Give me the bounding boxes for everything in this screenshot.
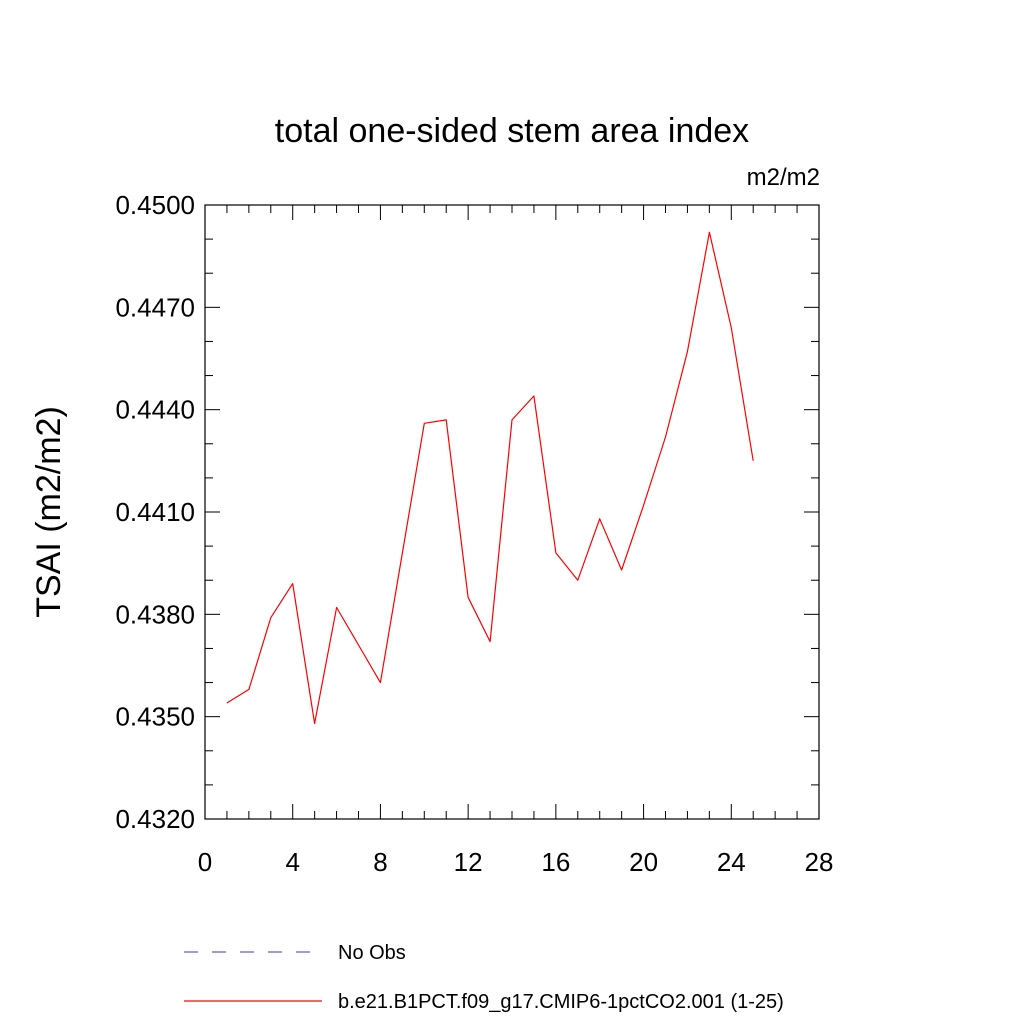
chart-title: total one-sided stem area index <box>275 112 749 150</box>
y-tick-label: 0.4350 <box>115 702 195 732</box>
x-tick-label: 4 <box>285 847 299 877</box>
series-layer <box>226 231 754 725</box>
y-tick-label: 0.4320 <box>115 804 195 834</box>
x-tick-label: 28 <box>805 847 834 877</box>
x-tick-label: 0 <box>198 847 212 877</box>
series-line-1 <box>226 231 754 725</box>
y-axis-label: TSAI (m2/m2) <box>30 406 68 618</box>
x-tick-label: 8 <box>373 847 387 877</box>
units-label: m2/m2 <box>747 164 820 191</box>
legend-label-1: b.e21.B1PCT.f09_g17.CMIP6-1pctCO2.001 (1… <box>338 991 784 1013</box>
legend: No Obs b.e21.B1PCT.f09_g17.CMIP6-1pctCO2.… <box>184 942 784 1013</box>
y-tick-label: 0.4500 <box>115 190 195 220</box>
plot-frame <box>204 204 820 820</box>
y-tick-label: 0.4440 <box>115 395 195 425</box>
y-tick-label: 0.4470 <box>115 292 195 322</box>
legend-label-0: No Obs <box>338 942 406 964</box>
x-tick-label: 24 <box>717 847 746 877</box>
x-tick-label: 16 <box>541 847 570 877</box>
x-tick-label: 20 <box>629 847 658 877</box>
y-tick-label: 0.4410 <box>115 497 195 527</box>
axis-ticks: 0 4 8 12 16 20 24 28 0.4320 0.4350 0.4380 0.4410 0.4… <box>115 190 833 877</box>
x-tick-label: 12 <box>454 847 483 877</box>
y-tick-label: 0.4380 <box>115 599 195 629</box>
